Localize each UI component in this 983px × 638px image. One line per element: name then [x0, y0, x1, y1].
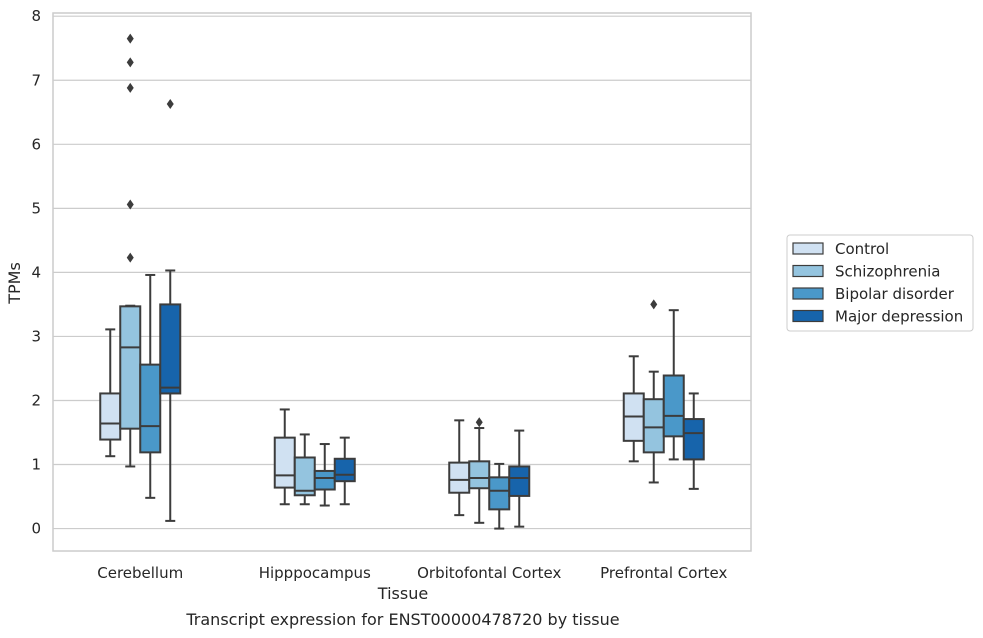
box-plot — [139, 273, 162, 499]
box-iqr — [448, 461, 471, 494]
box-iqr — [682, 418, 705, 461]
box-iqr — [119, 305, 142, 430]
outlier-point — [126, 199, 134, 210]
y-tick-label: 7 — [31, 71, 41, 89]
box-iqr — [273, 436, 296, 489]
box-plot — [293, 433, 316, 506]
legend-label: Control — [835, 240, 889, 258]
legend-label: Schizophrenia — [835, 263, 940, 281]
box-plot — [273, 408, 296, 506]
plot-area-frame — [52, 12, 752, 552]
box-iqr — [468, 460, 491, 490]
x-axis-label: Tissue — [377, 584, 428, 603]
box-plot — [468, 417, 491, 524]
box-iqr — [99, 392, 122, 441]
box-plot — [448, 419, 471, 517]
box-plot — [119, 33, 142, 468]
box-plot — [159, 98, 182, 522]
box-plot — [642, 299, 665, 484]
y-tick-label: 2 — [31, 391, 41, 409]
box-iqr — [293, 456, 316, 497]
y-tick-label: 8 — [31, 7, 41, 25]
box-plot — [622, 355, 645, 463]
legend-swatch — [792, 264, 824, 278]
outlier-point — [126, 33, 134, 44]
legend-swatch — [792, 309, 824, 323]
x-tick-label: Cerebellum — [97, 564, 183, 582]
box-iqr — [662, 374, 685, 438]
box-iqr — [642, 398, 665, 454]
box-plot — [508, 429, 531, 528]
box-plot — [682, 392, 705, 490]
box-groups — [99, 33, 705, 530]
outlier-point — [126, 82, 134, 93]
figure-caption: Transcript expression for ENST0000047872… — [185, 610, 619, 629]
y-tick-label: 3 — [31, 327, 41, 345]
box-plot — [333, 436, 356, 506]
box-plot — [313, 443, 336, 507]
outlier-point — [166, 98, 174, 109]
outlier-point — [126, 57, 134, 68]
y-tick-label: 4 — [31, 263, 41, 281]
legend-label: Major depression — [835, 308, 963, 326]
y-tick-label: 5 — [31, 199, 41, 217]
y-tick-label: 6 — [31, 135, 41, 153]
x-tick-label: Orbitofontal Cortex — [417, 564, 561, 582]
box-iqr — [313, 469, 336, 491]
box-iqr — [488, 476, 511, 511]
box-plot — [488, 462, 511, 530]
box-iqr — [508, 465, 531, 497]
legend-swatch — [792, 287, 824, 300]
outlier-point — [126, 252, 134, 263]
y-tick-label: 1 — [31, 456, 41, 474]
box-iqr — [159, 303, 182, 395]
x-tick-label: Hipppocampus — [259, 564, 371, 582]
y-axis-label: TPMs — [5, 262, 24, 305]
legend-label: Bipolar disorder — [835, 285, 955, 303]
legend-swatch — [792, 242, 824, 255]
legend-frame — [786, 234, 974, 332]
y-tick-label: 0 — [31, 520, 41, 538]
y-tick-labels: 0 1 2 3 4 5 6 7 8 — [31, 7, 41, 537]
x-tick-labels: Cerebellum Hipppocampus Orbitofontal Corte… — [97, 564, 727, 582]
outlier-point — [475, 417, 483, 428]
outlier-point — [650, 299, 658, 310]
box-iqr — [139, 363, 162, 454]
x-tick-label: Prefrontal Cortex — [600, 564, 727, 582]
box-plot — [662, 309, 685, 461]
legend: Control Schizophrenia Bipolar disorder Majo… — [786, 234, 974, 332]
box-plot — [99, 328, 122, 458]
box-iqr — [333, 457, 356, 483]
